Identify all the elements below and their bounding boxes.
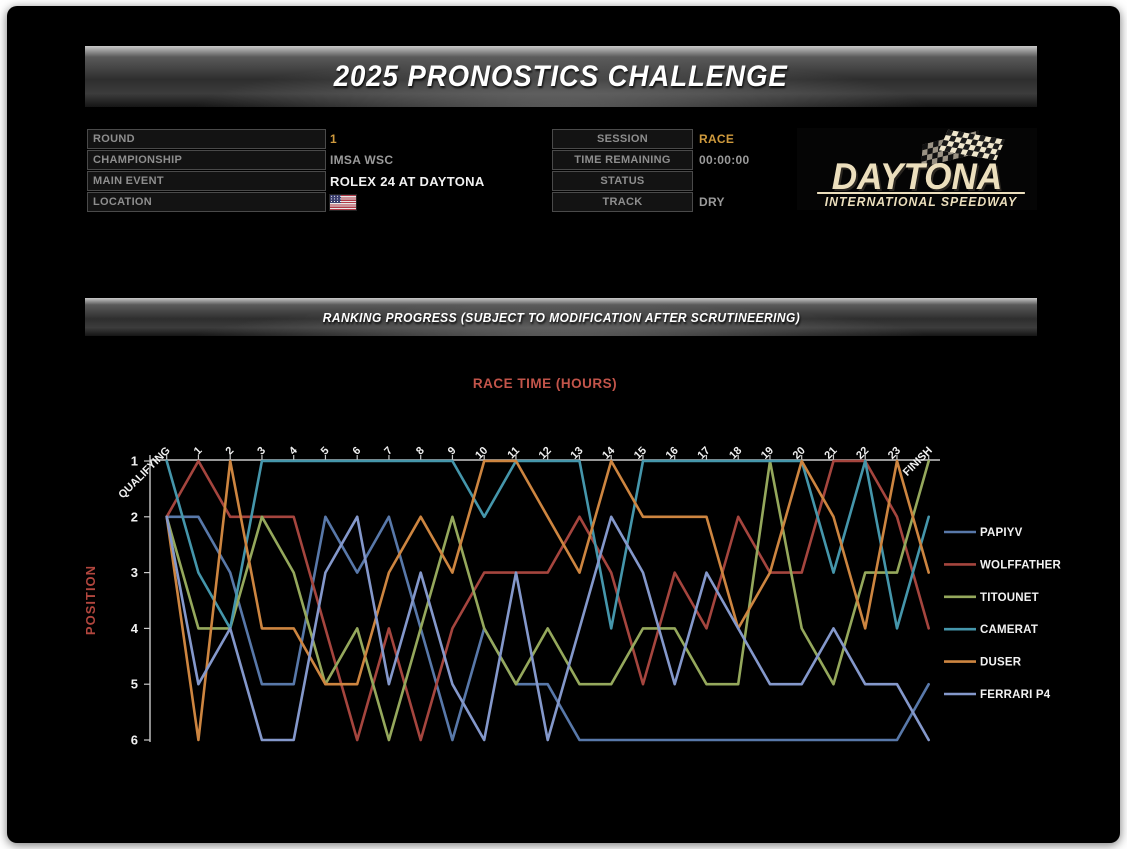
- info-value-session: RACE: [699, 132, 735, 146]
- section-banner: RANKING PROGRESS (SUBJECT TO MODIFICATIO…: [85, 298, 1037, 336]
- info-label-right-session: SESSION: [552, 129, 693, 149]
- info-value-main-event: ROLEX 24 AT DAYTONA: [330, 173, 485, 189]
- app-background: 2025 PRONOSTICS CHALLENGE ROUND 1 CHAMPION…: [7, 6, 1120, 843]
- main-title-banner: 2025 PRONOSTICS CHALLENGE: [85, 46, 1037, 107]
- info-value-championship: IMSA WSC: [330, 153, 394, 167]
- info-label-right-time-remaining: TIME REMAINING: [552, 150, 693, 170]
- info-label-right-status: STATUS: [552, 171, 693, 191]
- info-label-right-track: TRACK: [552, 192, 693, 212]
- logo-subtitle: INTERNATIONAL SPEEDWAY: [817, 192, 1025, 209]
- usa-flag-icon: [330, 194, 356, 210]
- info-value-time-remaining: 00:00:00: [699, 153, 750, 167]
- info-label-left-championship: CHAMPIONSHIP: [87, 150, 326, 170]
- info-label-left-round: ROUND: [87, 129, 326, 149]
- info-label-left-main-event: MAIN EVENT: [87, 171, 326, 191]
- usa-flag-icon: [330, 192, 356, 212]
- page-title: 2025 PRONOSTICS CHALLENGE: [334, 59, 788, 93]
- info-value-track: DRY: [699, 195, 725, 209]
- info-label-left-location: LOCATION: [87, 192, 326, 212]
- section-title: RANKING PROGRESS (SUBJECT TO MODIFICATIO…: [322, 309, 800, 325]
- daytona-logo: DAYTONA INTERNATIONAL SPEEDWAY: [797, 128, 1037, 210]
- logo-title: DAYTONA: [831, 156, 1003, 197]
- info-value-round: 1: [330, 132, 337, 146]
